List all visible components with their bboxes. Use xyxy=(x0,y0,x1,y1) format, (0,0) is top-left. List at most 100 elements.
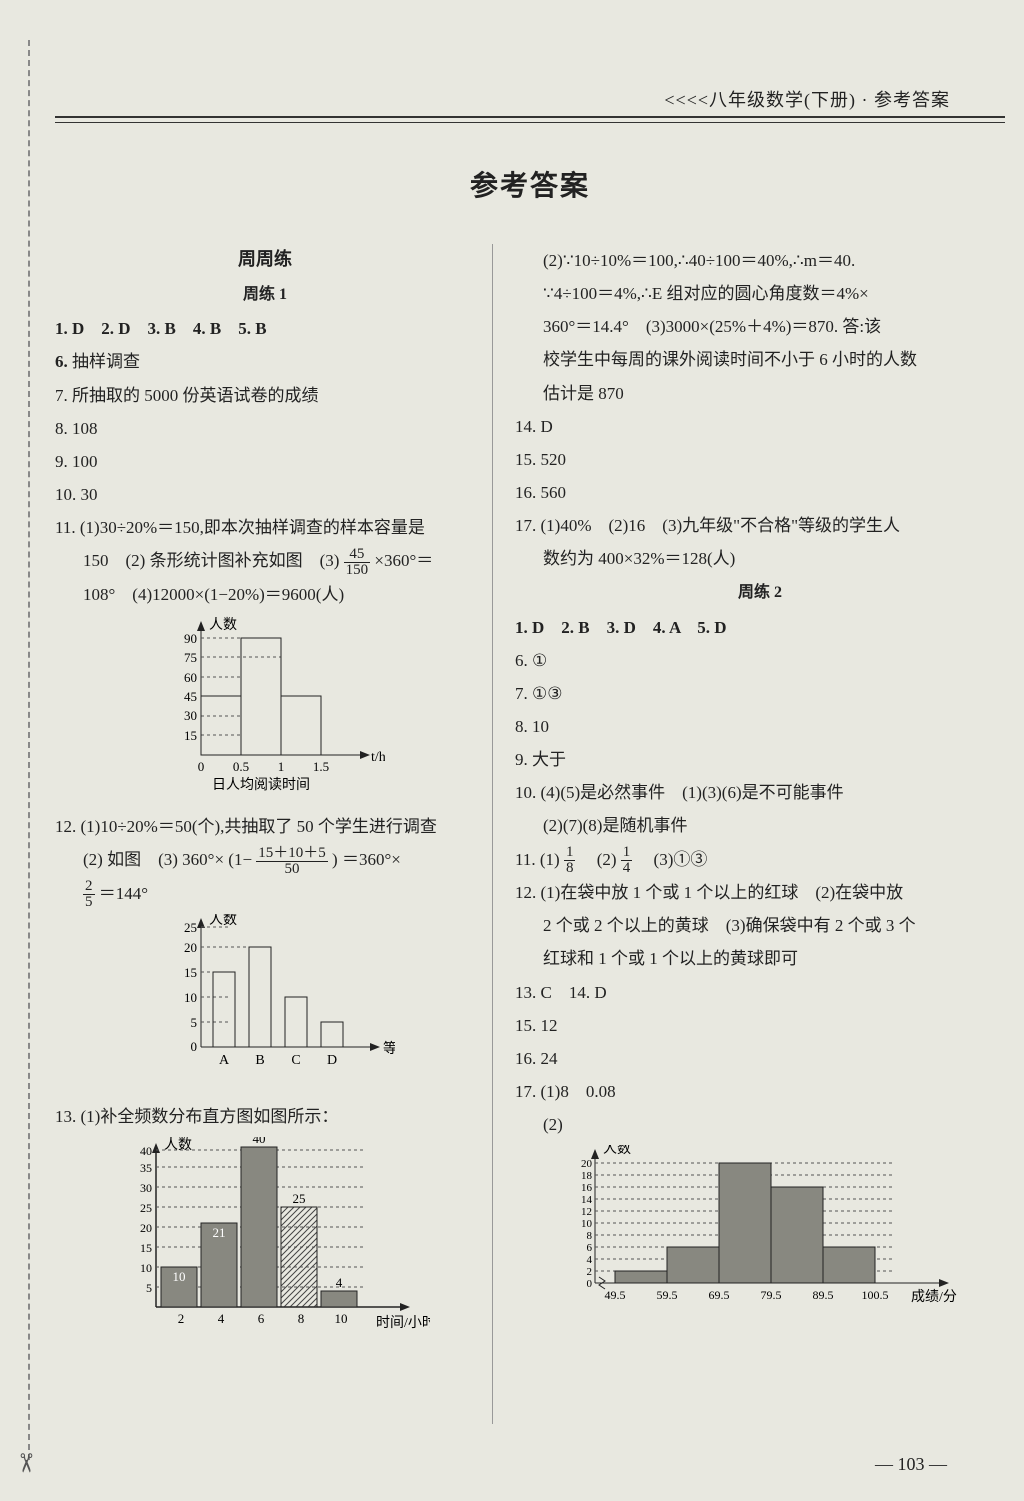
svg-text:2: 2 xyxy=(587,1266,593,1278)
svg-text:A: A xyxy=(219,1053,230,1068)
text: (2) 如图 (3) 360°× xyxy=(83,850,224,869)
svg-text:40: 40 xyxy=(253,1137,266,1146)
svg-text:5: 5 xyxy=(146,1281,152,1295)
svg-text:15: 15 xyxy=(184,728,197,743)
answer-line: 9. 大于 xyxy=(515,743,1005,776)
answer-line: 15. 520 xyxy=(515,443,1005,476)
svg-text:12: 12 xyxy=(581,1206,592,1218)
svg-text:日人均阅读时间: 日人均阅读时间 xyxy=(212,776,310,793)
text: (3)①③ xyxy=(637,850,708,869)
svg-text:人数: 人数 xyxy=(603,1145,631,1157)
answer-line: (2)∵10÷10%＝100,∴40÷100＝40%,∴m＝40. xyxy=(515,244,1005,277)
svg-text:69.5: 69.5 xyxy=(709,1288,730,1302)
answer-line: 6. ① xyxy=(515,644,1005,677)
chart-svg: 人数 等级 0 510 1520 25 xyxy=(135,914,395,1084)
svg-text:60: 60 xyxy=(184,670,197,685)
svg-text:D: D xyxy=(327,1053,337,1068)
answer-line: 16. 560 xyxy=(515,476,1005,509)
svg-text:0: 0 xyxy=(198,759,205,774)
svg-text:21: 21 xyxy=(213,1225,226,1240)
svg-text:45: 45 xyxy=(184,689,197,704)
svg-text:25: 25 xyxy=(140,1201,152,1215)
svg-text:0: 0 xyxy=(191,1039,198,1054)
answer-line: 10. 30 xyxy=(55,478,475,511)
svg-text:人数: 人数 xyxy=(209,617,237,633)
svg-text:10: 10 xyxy=(140,1261,152,1275)
answer-line: 15. 12 xyxy=(515,1009,1005,1042)
chart-svg: 人数 t/h 15 30 xyxy=(145,615,385,795)
svg-text:10: 10 xyxy=(184,990,197,1005)
svg-text:15: 15 xyxy=(184,965,197,980)
svg-text:4: 4 xyxy=(218,1311,225,1326)
text: 11. (1) xyxy=(515,850,560,869)
svg-text:20: 20 xyxy=(140,1221,152,1235)
section-week1: 周练 1 xyxy=(55,279,475,310)
answer-line: 6. 6. 抽样调查抽样调查 xyxy=(55,345,475,378)
answer-line: 1. D 2. B 3. D 4. A 5. D xyxy=(515,611,1005,644)
svg-text:1: 1 xyxy=(278,759,285,774)
header-rule xyxy=(55,116,1005,123)
svg-text:B: B xyxy=(255,1053,264,1068)
svg-text:90: 90 xyxy=(184,631,197,646)
svg-text:59.5: 59.5 xyxy=(657,1288,678,1302)
answer-line: 7. ①③ xyxy=(515,677,1005,710)
text: ＝144° xyxy=(99,884,148,903)
chart-1: 人数 t/h 15 30 xyxy=(55,615,475,806)
answer-line: (2)(7)(8)是随机事件 xyxy=(515,809,1005,842)
svg-text:18: 18 xyxy=(581,1170,593,1182)
answer-line: 9. 100 xyxy=(55,445,475,478)
answer-line: 360°＝14.4° (3)3000×(25%＋4%)＝870. 答:该 xyxy=(515,310,1005,343)
chart-3: 人数 时间/小时 510 1520 2530 3540 xyxy=(55,1137,475,1348)
svg-text:10: 10 xyxy=(173,1269,186,1284)
svg-text:10: 10 xyxy=(581,1218,593,1230)
svg-text:C: C xyxy=(291,1053,300,1068)
answer-line: (2) xyxy=(515,1108,1005,1141)
answer-line: 校学生中每周的课外阅读时间不小于 6 小时的人数 xyxy=(515,343,1005,376)
answer-line: 25 ＝144° xyxy=(55,877,475,911)
answer-line: 7. 所抽取的 5000 份英语试卷的成绩 xyxy=(55,379,475,412)
svg-text:30: 30 xyxy=(184,708,197,723)
section-week2: 周练 2 xyxy=(515,577,1005,608)
running-header: <<<<八年级数学(下册) · 参考答案 xyxy=(664,86,950,112)
svg-text:时间/小时: 时间/小时 xyxy=(376,1315,430,1331)
svg-text:1.5: 1.5 xyxy=(313,759,329,774)
answer-line: 17. (1)8 0.08 xyxy=(515,1075,1005,1108)
answer-line: 8. 10 xyxy=(515,710,1005,743)
svg-text:10: 10 xyxy=(335,1311,348,1326)
scissors-icon: ✂ xyxy=(10,1452,40,1474)
answer-line: 16. 24 xyxy=(515,1042,1005,1075)
answer-line: ∵4÷100＝4%,∴E 组对应的圆心角度数＝4%× xyxy=(515,277,1005,310)
svg-text:4: 4 xyxy=(336,1275,343,1290)
svg-text:成绩/分: 成绩/分 xyxy=(911,1289,957,1305)
svg-text:8: 8 xyxy=(587,1230,593,1242)
svg-text:t/h: t/h xyxy=(371,750,385,765)
text: (2) xyxy=(580,850,617,869)
perforation-line xyxy=(28,40,30,1460)
answer-line: (2) 如图 (3) 360°× (1− 15＋10＋550 ) ＝360°× xyxy=(55,843,475,877)
svg-text:15: 15 xyxy=(140,1241,152,1255)
answer-line: 150 (2) 条形统计图补充如图 (3) 45150 ×360°＝ xyxy=(55,544,475,578)
fraction: 18 xyxy=(564,845,576,876)
svg-text:人数: 人数 xyxy=(209,914,237,928)
answer-line: 17. (1)40% (2)16 (3)九年级"不合格"等级的学生人 xyxy=(515,509,1005,542)
svg-text:35: 35 xyxy=(140,1161,152,1175)
answer-line: 1. D 2. D 3. B 4. B 5. B xyxy=(55,312,475,345)
chart-4: 人数 成绩/分 24 68 xyxy=(515,1145,1005,1326)
svg-text:8: 8 xyxy=(298,1311,305,1326)
svg-text:25: 25 xyxy=(184,920,197,935)
svg-text:2: 2 xyxy=(178,1311,185,1326)
svg-text:4: 4 xyxy=(587,1254,593,1266)
chart-2: 人数 等级 0 510 1520 25 xyxy=(55,914,475,1095)
chart-svg: 人数 时间/小时 510 1520 2530 3540 xyxy=(100,1137,430,1337)
svg-text:等级: 等级 xyxy=(383,1040,395,1057)
svg-text:0: 0 xyxy=(587,1278,593,1290)
answer-line: 12. (1)在袋中放 1 个或 1 个以上的红球 (2)在袋中放 xyxy=(515,876,1005,909)
page-title: 参考答案 xyxy=(55,164,1005,204)
fraction: 15＋10＋550 xyxy=(256,846,328,877)
answer-line: 11. (1) 18 (2) 14 (3)①③ xyxy=(515,843,1005,877)
svg-text:5: 5 xyxy=(191,1015,198,1030)
answer-line: 10. (4)(5)是必然事件 (1)(3)(6)是不可能事件 xyxy=(515,776,1005,809)
answer-line: 12. (1)10÷20%＝50(个),共抽取了 50 个学生进行调查 xyxy=(55,810,475,843)
answer-line: 13. C 14. D xyxy=(515,976,1005,1009)
svg-text:6: 6 xyxy=(587,1242,593,1254)
